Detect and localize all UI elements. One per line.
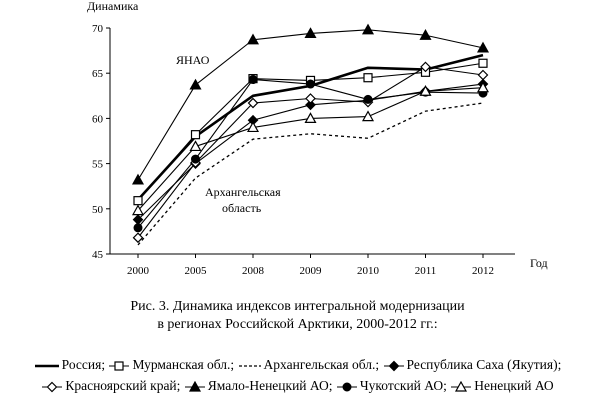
legend-entry: Мурманская обл.; — [108, 357, 234, 372]
legend-row-2: Красноярский край; Ямало-Ненецкий АО; Чу… — [0, 375, 595, 396]
annotation-yanao: ЯНАО — [176, 53, 210, 67]
legend-entry: Ненецкий АО — [450, 378, 554, 393]
data-point — [476, 41, 490, 53]
legend-marker — [388, 360, 399, 372]
legend-sample-icon — [42, 381, 63, 393]
legend-sample-icon — [336, 382, 357, 392]
axes: 45 50 55 60 65 70 2000 2005 2008 2009 2010 2011 2012 — [92, 23, 515, 277]
line-chart: 45 50 55 60 65 70 2000 2005 2008 2009 2010 2011 2012… — [87, 0, 548, 277]
x-tick-label: 2012 — [472, 265, 494, 277]
data-point — [132, 232, 144, 244]
series-layer — [131, 23, 490, 246]
data-point — [363, 73, 373, 83]
annotation-arkhangelsk-line1: Архангельская — [205, 185, 281, 199]
legend-sample-icon — [238, 365, 261, 367]
legend-row-1: Россия; Мурманская обл.; Архангельская о… — [0, 354, 595, 375]
data-point — [361, 23, 375, 35]
y-axis-title: Динамика — [87, 0, 139, 13]
legend-marker — [46, 381, 58, 393]
legend-entry: Россия; — [34, 357, 105, 372]
legend-label: Чукотский АО; — [359, 378, 447, 393]
legend-sample-icon — [184, 380, 205, 392]
data-point — [189, 78, 202, 90]
data-point — [419, 85, 432, 96]
data-point — [191, 154, 200, 164]
data-point — [248, 75, 258, 85]
legend-sample-icon — [109, 361, 130, 371]
y-tick-label: 55 — [92, 159, 104, 171]
series-line-3 — [137, 102, 484, 246]
y-tick-label: 65 — [92, 68, 104, 80]
y-tick-label: 70 — [92, 23, 104, 35]
legend-marker — [455, 380, 468, 392]
caption-line-2: в регионах Российской Арктики, 2000-2012… — [157, 317, 438, 332]
legend: Россия; Мурманская обл.; Архангельская о… — [0, 354, 595, 396]
x-tick-label: 2009 — [300, 265, 323, 277]
legend-entry: Республика Саха (Якутия); — [383, 357, 562, 372]
legend-label: Россия; — [61, 357, 106, 372]
caption-line-1: Рис. 3. Динамика индексов интегральной м… — [130, 299, 465, 314]
x-tick-label: 2008 — [242, 265, 265, 277]
legend-marker — [188, 380, 201, 392]
legend-entry: Ямало-Ненецкий АО; — [184, 378, 333, 393]
data-point — [190, 130, 201, 140]
data-point — [305, 93, 316, 104]
legend-marker — [342, 382, 352, 392]
data-point — [419, 28, 432, 40]
data-point — [247, 97, 259, 109]
data-point — [131, 173, 145, 185]
data-point — [477, 69, 489, 81]
data-point — [133, 223, 143, 233]
data-point — [246, 33, 260, 45]
x-axis-title: Год — [530, 256, 548, 270]
y-tick-label: 50 — [92, 204, 104, 216]
legend-entry: Архангельская обл.; — [238, 357, 380, 372]
legend-label: Ямало-Ненецкий АО; — [207, 378, 333, 393]
x-tick-label: 2000 — [127, 265, 150, 277]
y-tick-label: 60 — [92, 113, 104, 125]
data-point — [306, 79, 315, 89]
legend-label: Архангельская обл.; — [263, 357, 380, 372]
y-tick-label: 45 — [92, 249, 104, 261]
legend-label: Красноярский край; — [65, 378, 181, 393]
legend-label: Мурманская обл.; — [132, 357, 235, 372]
legend-marker — [114, 361, 125, 371]
legend-label: Республика Саха (Якутия); — [406, 357, 562, 372]
data-point — [133, 196, 143, 206]
x-tick-label: 2010 — [357, 265, 380, 277]
data-point — [363, 94, 373, 104]
legend-sample-icon — [34, 364, 59, 368]
legend-sample-icon — [383, 360, 404, 372]
legend-entry: Чукотский АО; — [336, 378, 447, 393]
data-point — [131, 204, 145, 216]
annotation-arkhangelsk-line2: область — [222, 201, 262, 215]
data-point — [476, 81, 490, 93]
data-point — [420, 61, 431, 73]
data-point — [305, 99, 316, 111]
legend-sample-icon — [451, 380, 472, 392]
data-point — [304, 27, 317, 39]
data-point — [189, 140, 202, 152]
legend-label: Ненецкий АО — [474, 378, 554, 393]
data-point — [246, 121, 260, 133]
data-point — [478, 58, 488, 68]
legend-entry: Красноярский край; — [41, 378, 180, 393]
x-tick-label: 2005 — [185, 265, 208, 277]
x-tick-label: 2011 — [415, 265, 437, 277]
figure-caption: Рис. 3. Динамика индексов интегральной м… — [0, 298, 595, 334]
data-point — [361, 110, 375, 122]
data-point — [304, 112, 317, 124]
